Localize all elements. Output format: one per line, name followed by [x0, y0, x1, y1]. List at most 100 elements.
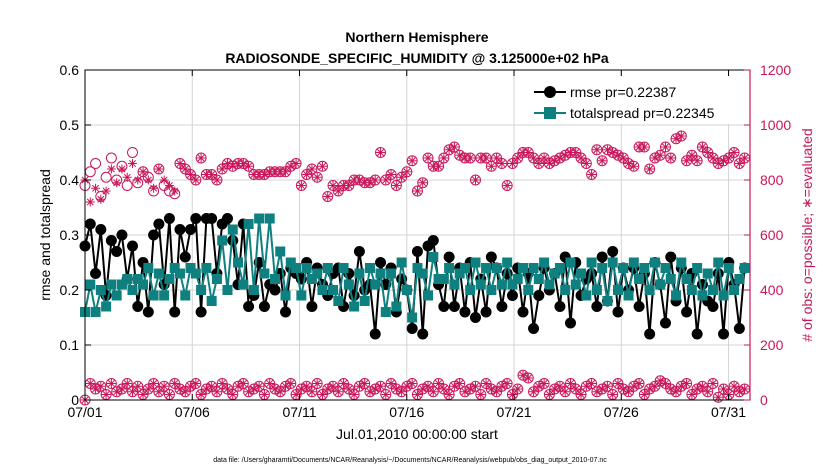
totalspread-point — [301, 263, 312, 273]
totalspread-point — [328, 285, 339, 295]
series-layer — [79, 213, 751, 340]
obs_low_evaluated-marker — [333, 387, 343, 397]
obs_evaluated-marker — [407, 156, 417, 166]
obs_low_evaluated-marker — [613, 379, 623, 388]
totalspread-point — [649, 257, 660, 268]
obs_low_evaluated-marker — [381, 390, 391, 399]
rmse-point — [369, 328, 381, 340]
obs_low_evaluated-marker — [682, 379, 692, 388]
obs_evaluated-marker — [101, 186, 111, 196]
obs_evaluated-marker — [650, 153, 660, 163]
obs_low_evaluated-marker — [143, 384, 153, 394]
totalspread-point — [153, 268, 164, 279]
rmse-point — [712, 268, 724, 279]
totalspread-point — [138, 279, 149, 290]
obs_possible-marker — [417, 177, 429, 189]
right-y-tick-label: 1000 — [760, 117, 791, 133]
totalspread-point — [549, 268, 560, 279]
totalspread-point — [264, 213, 275, 224]
obs_evaluated-marker — [328, 181, 338, 190]
totalspread-point — [243, 219, 254, 229]
obs_possible-marker — [195, 152, 207, 164]
obs_evaluated-marker — [117, 164, 127, 174]
totalspread-point — [686, 285, 697, 295]
totalspread-point — [491, 263, 502, 273]
obs_evaluated-marker — [481, 153, 491, 163]
obs_possible-marker — [422, 152, 434, 164]
obs_low_possible-marker — [211, 386, 223, 398]
obs_possible-marker — [295, 180, 307, 191]
rmse-point — [132, 301, 144, 312]
rmse-point — [280, 306, 292, 318]
obs_evaluated-marker — [91, 183, 101, 193]
obs_evaluated-marker — [565, 148, 575, 157]
obs_low_evaluated-marker — [660, 379, 670, 388]
rmse-point — [90, 268, 102, 279]
rmse-point — [411, 246, 423, 257]
obs_low_evaluated-marker — [233, 381, 243, 391]
legend: rmse pr=0.22387 totalspread pr=0.22345 — [528, 76, 744, 124]
totalspread-point — [291, 263, 302, 273]
totalspread-point — [676, 257, 687, 268]
obs_possible-marker — [411, 185, 423, 197]
totalspread-point — [275, 246, 286, 257]
obs_low_evaluated-marker — [397, 387, 407, 397]
rmse-point — [596, 251, 608, 263]
obs_evaluated-marker — [439, 153, 449, 163]
obs_evaluated-marker — [191, 175, 201, 185]
totalspread-point — [122, 274, 133, 284]
obs_evaluated-marker — [655, 150, 665, 160]
obs_possible-marker — [311, 171, 323, 183]
obs_low_possible-marker — [121, 378, 133, 389]
x-tick-label: 07/26 — [604, 404, 639, 420]
rmse-point — [438, 301, 450, 312]
obs_evaluated-marker — [618, 153, 628, 163]
obs_evaluated-marker — [281, 167, 291, 177]
totalspread-point — [597, 263, 608, 273]
totalspread-point — [159, 290, 170, 301]
totalspread-point — [180, 290, 191, 301]
obs_low_evaluated-marker — [703, 387, 713, 397]
legend-totalspread-label: totalspread pr=0.22345 — [570, 105, 715, 121]
rmse-point — [84, 218, 96, 230]
obs_evaluated-marker — [138, 167, 148, 177]
totalspread-point — [423, 290, 434, 301]
obs_low_evaluated-marker — [207, 381, 217, 391]
rmse-point — [163, 213, 175, 224]
rmse-point — [190, 213, 202, 224]
obs_low_possible-marker — [427, 386, 439, 398]
totalspread-point — [581, 290, 592, 301]
obs_low_evaluated-marker — [507, 390, 517, 399]
totalspread-point — [560, 285, 571, 295]
obs_evaluated-marker — [391, 181, 401, 190]
totalspread-point — [739, 263, 750, 273]
rmse-point — [206, 213, 218, 224]
totalspread-point — [565, 257, 576, 268]
obs_possible-marker — [586, 169, 598, 180]
rmse-point — [564, 317, 576, 329]
totalspread-point — [206, 296, 217, 306]
obs_low_evaluated-marker — [492, 387, 502, 397]
obs_low_possible-marker — [559, 386, 571, 398]
totalspread-point — [333, 296, 344, 306]
obs_possible-marker — [501, 180, 513, 191]
obs_low_evaluated-marker — [587, 379, 597, 388]
obs_low_evaluated-marker — [222, 384, 232, 394]
obs_low_evaluated-marker — [687, 390, 697, 399]
obs_low_evaluated-marker — [481, 379, 491, 388]
obs_low_possible-marker — [512, 383, 524, 395]
obs_low_evaluated-marker — [465, 384, 475, 394]
obs_low_evaluated-marker — [523, 373, 533, 383]
totalspread-point — [164, 274, 175, 284]
obs_possible-marker — [385, 169, 397, 180]
obs_evaluated-marker — [507, 159, 517, 168]
totalspread-point — [375, 268, 386, 279]
totalspread-point — [196, 285, 207, 295]
obs_low_evaluated-marker — [291, 390, 301, 399]
totalspread-point — [349, 301, 360, 312]
obs_evaluated-marker — [597, 156, 607, 166]
obs_evaluated-marker — [544, 159, 554, 168]
totalspread-point — [101, 301, 112, 312]
totalspread-point — [718, 290, 729, 301]
obs_evaluated-marker — [724, 153, 734, 163]
